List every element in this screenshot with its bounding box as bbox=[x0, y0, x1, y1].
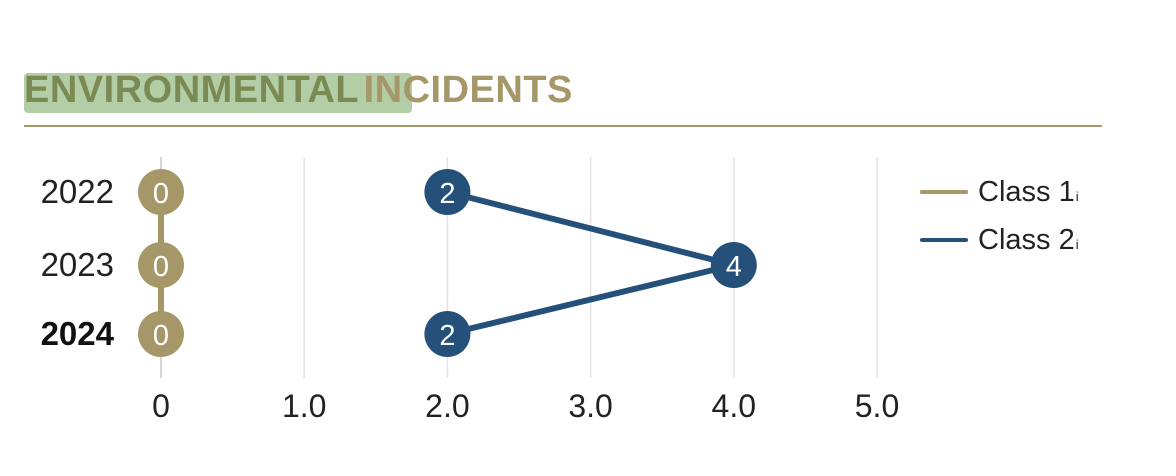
title-word-environmental: ENVIRONMENTAL bbox=[24, 69, 360, 111]
legend-swatch-class-2 bbox=[920, 238, 968, 242]
chart-title: ENVIRONMENTAL INCIDENTS bbox=[24, 66, 573, 114]
legend-label-class-2: Class 2 bbox=[978, 223, 1075, 256]
x-tick-label: 5.0 bbox=[855, 388, 899, 424]
data-point-marker bbox=[138, 311, 184, 357]
info-icon[interactable]: i bbox=[1075, 188, 1079, 204]
title-highlight bbox=[24, 73, 412, 113]
data-point-marker bbox=[710, 242, 757, 288]
x-tick-label: 4.0 bbox=[712, 388, 756, 424]
title-word-incidents: INCIDENTS bbox=[363, 69, 573, 111]
x-tick-label: 1.0 bbox=[282, 388, 326, 424]
data-label: 0 bbox=[153, 320, 169, 352]
legend-swatch-class-1 bbox=[920, 190, 968, 194]
data-label: 0 bbox=[153, 251, 169, 283]
legend-item-class-2[interactable]: Class 2 i bbox=[920, 216, 1079, 264]
title-divider bbox=[24, 125, 1102, 127]
chart-legend: Class 1 i Class 2 i bbox=[920, 168, 1079, 264]
y-category-label: 2022 bbox=[41, 173, 114, 210]
info-icon[interactable]: i bbox=[1075, 236, 1079, 252]
data-label: 2 bbox=[439, 320, 455, 352]
y-category-label: 2024 bbox=[41, 315, 115, 352]
data-label: 0 bbox=[153, 178, 169, 210]
data-point-marker bbox=[138, 169, 184, 215]
data-point-marker bbox=[138, 242, 184, 288]
data-point-marker bbox=[424, 311, 471, 357]
data-label: 4 bbox=[726, 251, 742, 283]
legend-label-class-1: Class 1 bbox=[978, 175, 1075, 208]
x-tick-label: 0 bbox=[152, 388, 170, 424]
x-tick-label: 3.0 bbox=[568, 388, 612, 424]
data-point-marker bbox=[424, 169, 471, 215]
data-label: 2 bbox=[439, 178, 455, 210]
y-category-label: 2023 bbox=[41, 246, 114, 283]
x-tick-label: 2.0 bbox=[425, 388, 469, 424]
legend-item-class-1[interactable]: Class 1 i bbox=[920, 168, 1079, 216]
